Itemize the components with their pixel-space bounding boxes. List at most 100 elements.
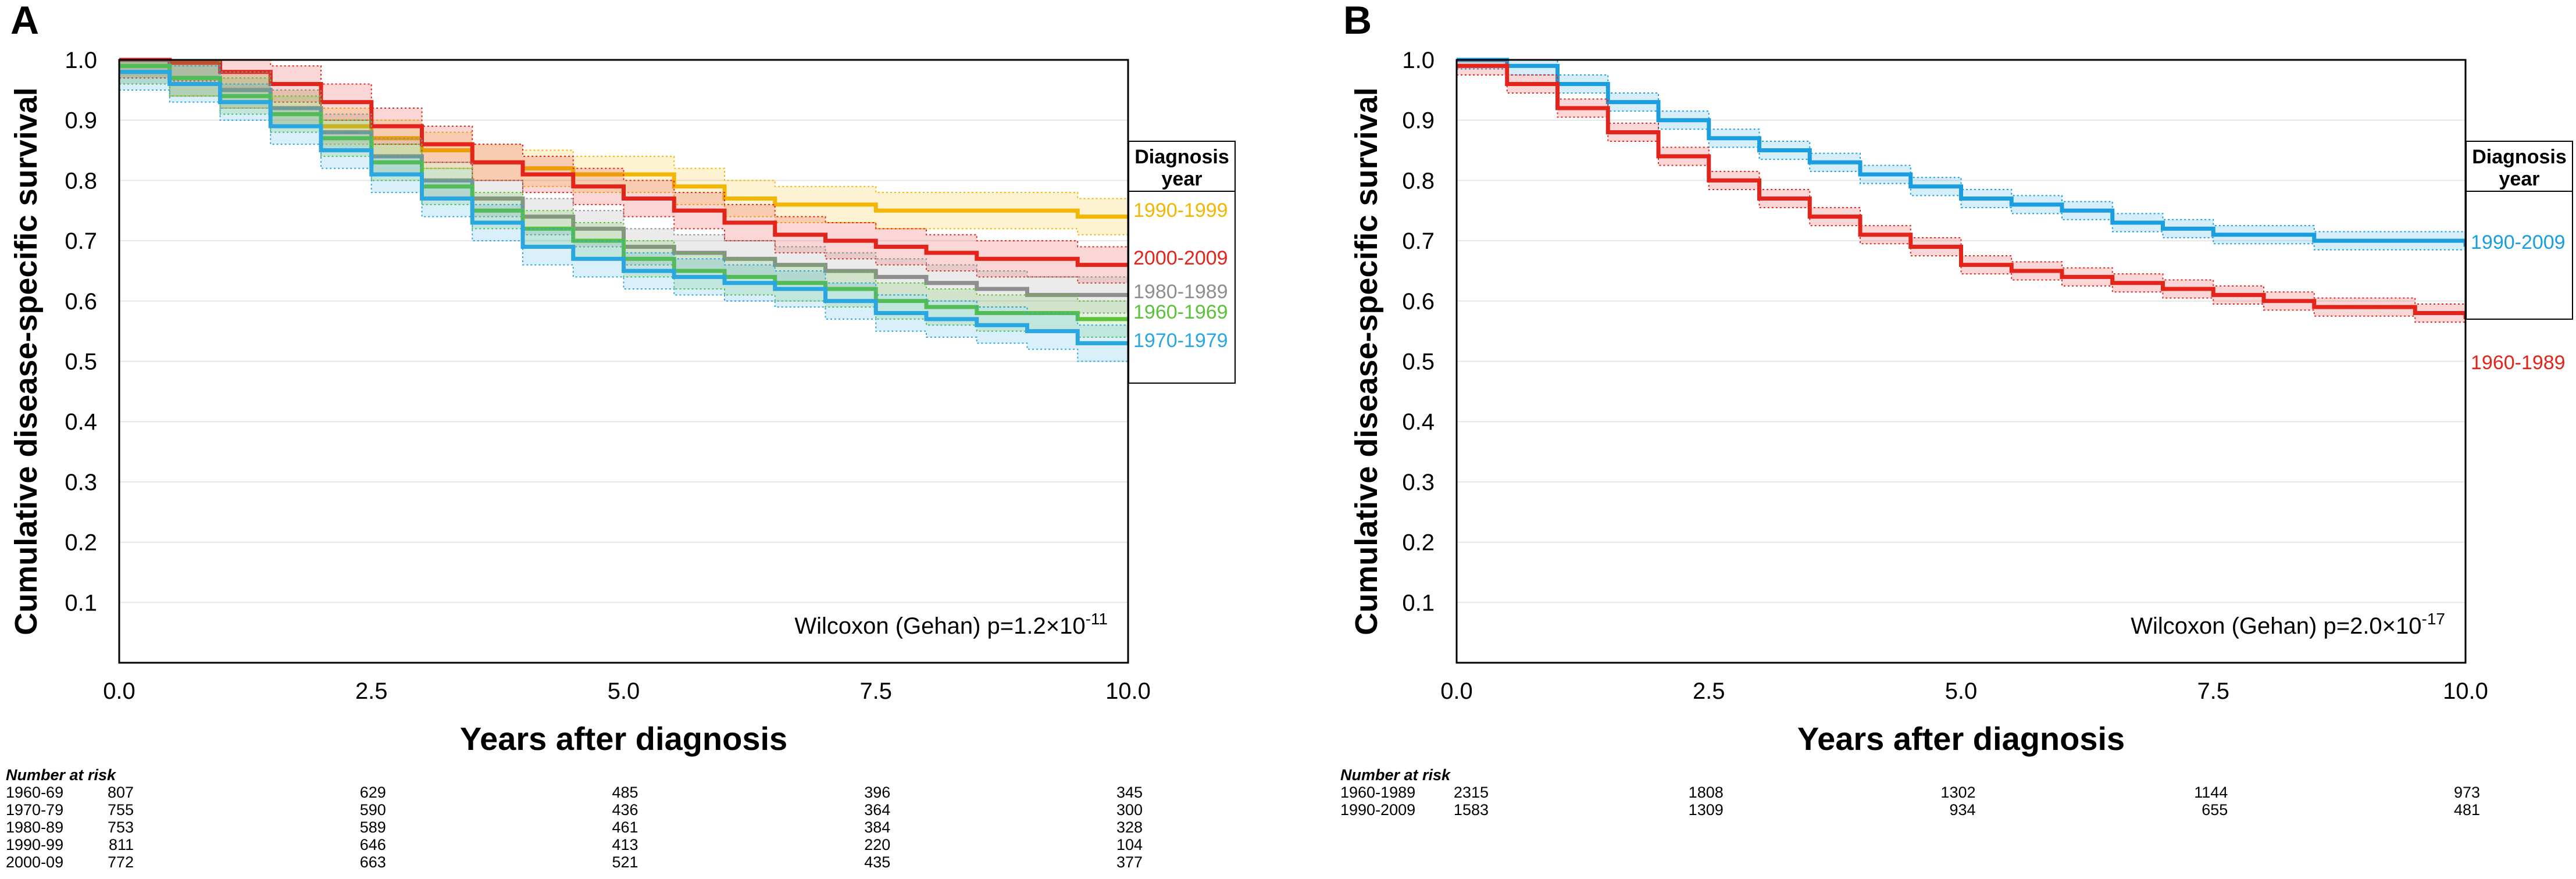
y-tick-label: 0.9 [1402, 108, 1435, 134]
risk-value: 328 [1116, 819, 1143, 836]
x-tick-labels: 0.0 2.5 5.0 7.5 10.0 [103, 678, 1151, 704]
stats-text: Wilcoxon (Gehan) p=2.0×10 [2131, 613, 2421, 639]
y-tick-label: 0.7 [65, 228, 97, 254]
risk-value: 973 [2454, 784, 2480, 801]
series-2000-2009 [119, 58, 1128, 284]
risk-value: 413 [612, 836, 638, 853]
x-tick-labels: 0.0 2.5 5.0 7.5 10.0 [1440, 678, 2488, 704]
y-tick-label: 1.0 [1402, 48, 1435, 73]
ci-upper-line [119, 59, 1128, 302]
risk-row-label: 1970-79 [6, 801, 63, 819]
y-tick-label: 0.2 [65, 530, 97, 556]
y-tick-label: 0.2 [1402, 530, 1435, 556]
risk-value: 1144 [2194, 784, 2228, 801]
ci-upper-line [119, 59, 1128, 278]
risk-value: 1808 [1689, 784, 1724, 801]
risk-value: 461 [612, 819, 638, 836]
stats-exponent: -11 [1086, 610, 1108, 628]
risk-value: 772 [108, 853, 134, 871]
x-tick-label: 10.0 [2443, 678, 2488, 704]
y-axis-title: Cumulative disease-specific survival [9, 87, 44, 635]
risk-row-label: 1980-89 [6, 819, 63, 836]
risk-table-title: Number at risk [6, 766, 117, 784]
legend-title-line1: Diagnosis [2472, 146, 2566, 168]
risk-value: 646 [360, 836, 386, 853]
y-tick-label: 0.9 [65, 108, 97, 134]
y-axis-title: Cumulative disease-specific survival [1349, 87, 1384, 635]
survival-curve [1457, 58, 2468, 247]
y-tick-label: 0.4 [65, 409, 97, 435]
risk-value: 755 [108, 801, 134, 819]
survival-curve [119, 70, 1128, 345]
risk-value: 436 [612, 801, 638, 819]
x-tick-label: 2.5 [1693, 678, 1725, 704]
gridlines [1457, 59, 2466, 603]
series-1970-1979 [119, 59, 1128, 362]
risk-value: 753 [108, 819, 134, 836]
confidence-band [119, 60, 1128, 362]
stats-text: Wilcoxon (Gehan) p=1.2×10 [794, 613, 1085, 639]
y-tick-label: 0.8 [65, 168, 97, 194]
series-1990-2009 [1457, 58, 2468, 256]
confidence-band [119, 60, 1128, 313]
plot-frame [1455, 59, 2467, 664]
y-tick-labels: 0.1 0.2 0.3 0.4 0.5 0.6 0.7 0.8 0.9 1.0 [1402, 48, 1435, 616]
risk-row-label: 1990-2009 [1340, 801, 1415, 819]
risk-value: 934 [1949, 801, 1975, 819]
legend-entry: 1960-1989 [2471, 352, 2566, 374]
risk-row-label: 1960-69 [6, 784, 63, 801]
risk-row-label: 2000-09 [6, 853, 63, 871]
y-tick-label: 0.8 [1402, 168, 1435, 194]
stats-annotation: Wilcoxon (Gehan) p=1.2×10-11 [794, 610, 1108, 639]
risk-table-title: Number at risk [1340, 766, 1451, 784]
legend-box [1128, 141, 1236, 384]
risk-value: 811 [109, 836, 134, 853]
y-tick-label: 0.1 [1402, 590, 1435, 616]
risk-row-label: 1990-99 [6, 836, 63, 853]
risk-value: 589 [360, 819, 386, 836]
risk-row-label: 1960-1989 [1340, 784, 1415, 801]
legend-title-line1: Diagnosis [1134, 146, 1229, 168]
ci-lower-line [119, 77, 1128, 284]
risk-value: 629 [360, 784, 386, 801]
risk-value: 481 [2454, 801, 2480, 819]
survival-curve [119, 58, 1128, 267]
risk-value: 1583 [1454, 801, 1489, 819]
risk-value: 345 [1116, 784, 1143, 801]
risk-value: 663 [360, 853, 386, 871]
panel-letter: B [1343, 0, 1372, 42]
panel-letter: A [10, 0, 39, 42]
risk-value: 220 [864, 836, 890, 853]
legend-entry: 1990-2009 [2471, 231, 2566, 253]
y-tick-label: 0.7 [1402, 228, 1435, 254]
risk-value: 807 [108, 784, 134, 801]
risk-value: 435 [864, 853, 890, 871]
risk-value: 300 [1116, 801, 1143, 819]
legend-box [2466, 141, 2573, 320]
risk-value: 485 [612, 784, 638, 801]
legend-entry: 2000-2009 [1133, 247, 1228, 269]
x-tick-label: 5.0 [608, 678, 640, 704]
legend-entry: 1960-1969 [1133, 301, 1228, 323]
risk-value: 396 [864, 784, 890, 801]
y-tick-label: 1.0 [65, 48, 97, 73]
ci-upper-line [119, 59, 1128, 248]
ci-lower-line [1457, 74, 2466, 328]
y-tick-label: 0.5 [1402, 349, 1435, 375]
ci-lower-line [1457, 68, 2466, 256]
y-tick-label: 0.3 [1402, 470, 1435, 495]
stats-annotation: Wilcoxon (Gehan) p=2.0×10-17 [2131, 610, 2445, 639]
ci-upper-line [1457, 59, 2466, 238]
x-tick-label: 7.5 [2197, 678, 2229, 704]
risk-value: 384 [864, 819, 890, 836]
x-tick-label: 7.5 [859, 678, 892, 704]
risk-value: 1309 [1689, 801, 1724, 819]
x-axis-title: Years after diagnosis [460, 720, 787, 757]
y-tick-label: 0.6 [65, 289, 97, 315]
legend-entry: 1990-1999 [1133, 199, 1228, 221]
y-tick-labels: 0.1 0.2 0.3 0.4 0.5 0.6 0.7 0.8 0.9 1.0 [65, 48, 97, 616]
ci-upper-line [119, 59, 1128, 326]
